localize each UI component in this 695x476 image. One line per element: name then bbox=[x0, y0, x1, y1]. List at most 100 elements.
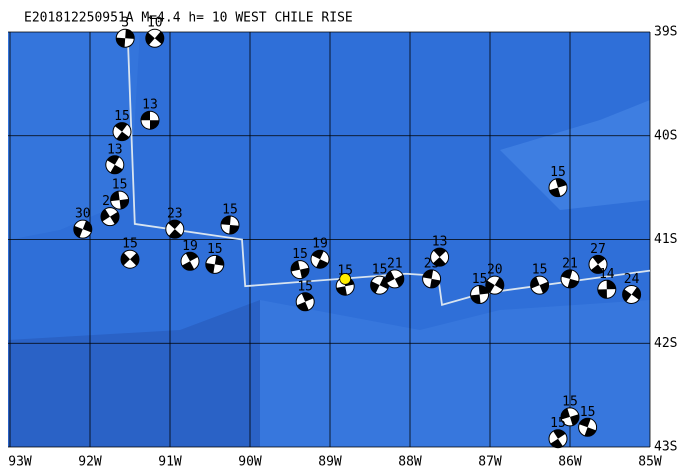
compression-quadrant bbox=[73, 225, 83, 238]
compression-quadrant bbox=[205, 262, 215, 274]
lat-tick-label: 42S bbox=[654, 336, 677, 351]
compression-quadrant bbox=[570, 414, 579, 426]
compression-quadrant bbox=[154, 31, 164, 45]
depth-label: 24 bbox=[624, 272, 640, 287]
compression-quadrant bbox=[530, 276, 540, 289]
compression-quadrant bbox=[110, 191, 120, 202]
depth-label: 15 bbox=[112, 178, 128, 193]
depth-label: 15 bbox=[122, 237, 138, 252]
compression-quadrant bbox=[584, 427, 597, 437]
depth-label: 15 bbox=[297, 279, 313, 294]
depth-label: 27 bbox=[590, 242, 606, 257]
compression-quadrant bbox=[561, 269, 573, 279]
focal-mechanism bbox=[110, 190, 130, 210]
depth-label: 14 bbox=[599, 267, 615, 282]
depth-label: 15 bbox=[222, 202, 238, 217]
depth-label: 13 bbox=[432, 235, 448, 250]
compression-quadrant bbox=[316, 259, 329, 269]
focal-mechanism bbox=[560, 269, 580, 289]
focal-mechanism bbox=[220, 215, 240, 235]
depth-label: 21 bbox=[562, 256, 578, 271]
depth-label: 15 bbox=[580, 405, 596, 420]
compression-quadrant bbox=[422, 269, 434, 279]
compression-quadrant bbox=[553, 429, 566, 439]
lat-tick-label: 43S bbox=[654, 440, 677, 455]
compression-quadrant bbox=[561, 408, 570, 420]
compression-quadrant bbox=[550, 438, 563, 448]
compression-quadrant bbox=[116, 37, 126, 48]
depth-label: 15 bbox=[550, 165, 566, 180]
depth-label: 15 bbox=[207, 242, 223, 257]
focal-mechanism bbox=[422, 269, 442, 289]
compression-quadrant bbox=[370, 281, 380, 294]
compression-quadrant bbox=[185, 252, 198, 262]
compression-quadrant bbox=[478, 285, 489, 295]
depth-label: 20 bbox=[487, 263, 503, 278]
compression-quadrant bbox=[549, 187, 561, 197]
focal-mechanism bbox=[597, 279, 617, 299]
map-title: E201812250951A M=4.4 h= 10 WEST CHILE RI… bbox=[24, 11, 353, 26]
depth-label: 30 bbox=[75, 207, 91, 222]
depth-label: 21 bbox=[387, 256, 403, 271]
compression-quadrant bbox=[567, 278, 579, 288]
focal-mechanism bbox=[145, 28, 165, 48]
depth-label: 23 bbox=[167, 207, 183, 222]
depth-label: 19 bbox=[312, 237, 328, 252]
depth-label: 15 bbox=[550, 416, 566, 431]
focal-mechanism bbox=[73, 219, 93, 239]
focal-mechanism bbox=[470, 284, 490, 304]
depth-label: 15 bbox=[472, 272, 488, 287]
compression-quadrant bbox=[394, 274, 404, 287]
compression-quadrant bbox=[336, 286, 347, 296]
compression-quadrant bbox=[590, 264, 604, 274]
compression-quadrant bbox=[470, 294, 481, 304]
focal-mechanism bbox=[430, 247, 450, 267]
depth-label: 15 bbox=[372, 263, 388, 278]
compression-quadrant bbox=[150, 120, 159, 130]
focal-mechanism bbox=[548, 178, 568, 198]
compression-quadrant bbox=[385, 270, 395, 284]
compression-quadrant bbox=[606, 280, 616, 290]
compression-quadrant bbox=[291, 260, 300, 272]
compression-quadrant bbox=[214, 255, 224, 266]
depth-label: 13 bbox=[107, 142, 123, 157]
focal-mechanism bbox=[100, 207, 120, 227]
compression-quadrant bbox=[555, 178, 567, 188]
compression-quadrant bbox=[597, 289, 607, 299]
lon-tick-label: 87W bbox=[478, 455, 502, 470]
lon-tick-label: 90W bbox=[238, 455, 262, 470]
compression-quadrant bbox=[182, 261, 195, 271]
compression-quadrant bbox=[145, 32, 155, 46]
lon-tick-label: 85W bbox=[638, 455, 662, 470]
depth-label: 15 bbox=[532, 263, 548, 278]
compression-quadrant bbox=[539, 281, 549, 294]
depth-label: 10 bbox=[147, 16, 163, 31]
compression-quadrant bbox=[433, 257, 446, 267]
lon-tick-label: 91W bbox=[158, 455, 182, 470]
compression-quadrant bbox=[229, 224, 239, 234]
focal-mechanism bbox=[180, 251, 200, 271]
focal-mechanism bbox=[310, 249, 330, 269]
focal-mechanism bbox=[205, 254, 225, 274]
compression-quadrant bbox=[622, 289, 632, 302]
compression-quadrant bbox=[485, 280, 495, 293]
compression-quadrant bbox=[168, 220, 181, 230]
compression-quadrant bbox=[101, 209, 110, 222]
compression-quadrant bbox=[296, 301, 309, 311]
lat-tick-label: 40S bbox=[654, 128, 677, 143]
compression-quadrant bbox=[116, 131, 130, 141]
compression-quadrant bbox=[141, 111, 150, 121]
compression-quadrant bbox=[110, 164, 123, 174]
depth-label: 13 bbox=[142, 98, 158, 113]
compression-quadrant bbox=[494, 277, 504, 290]
focal-mechanism bbox=[578, 417, 598, 437]
depth-label: 19 bbox=[182, 239, 198, 254]
focal-mechanism bbox=[140, 110, 160, 130]
compression-quadrant bbox=[110, 211, 119, 225]
compression-quadrant bbox=[430, 278, 441, 288]
focal-mechanism bbox=[385, 269, 405, 289]
compression-quadrant bbox=[107, 155, 120, 165]
focal-mechanism bbox=[165, 219, 185, 239]
compression-quadrant bbox=[130, 252, 139, 266]
